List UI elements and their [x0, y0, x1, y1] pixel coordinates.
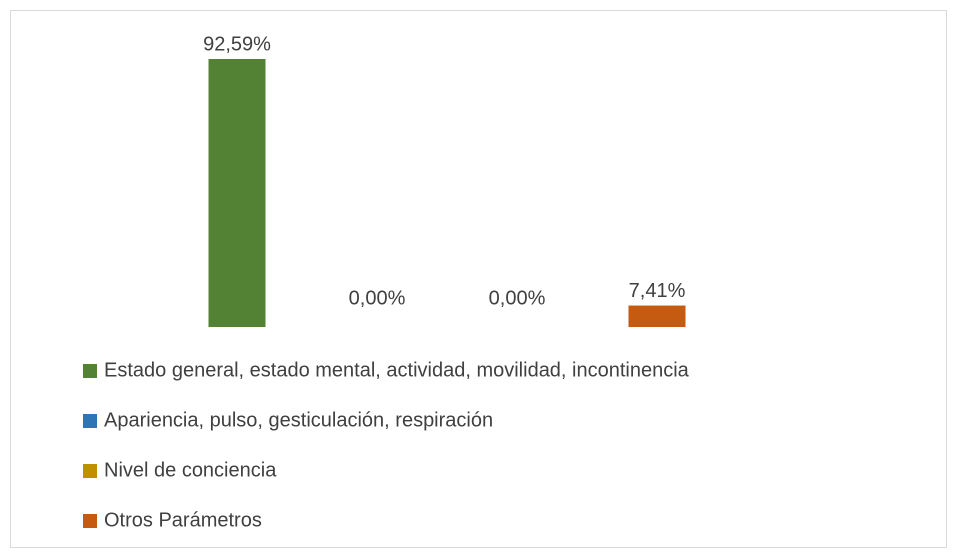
- legend-label: Estado general, estado mental, actividad…: [104, 359, 690, 381]
- legend-swatch: [83, 514, 97, 528]
- data-label: 0,00%: [489, 287, 546, 309]
- bar: [628, 305, 686, 327]
- legend-label: Otros Parámetros: [104, 509, 262, 531]
- legend-swatch: [83, 464, 97, 478]
- legend-label: Apariencia, pulso, gesticulación, respir…: [104, 409, 493, 431]
- legend-swatch: [83, 414, 97, 428]
- bar: [208, 59, 266, 327]
- data-label: 7,41%: [629, 280, 686, 302]
- data-label: 92,59%: [203, 33, 271, 55]
- legend-label: Nivel de conciencia: [104, 459, 277, 481]
- legend-swatch: [83, 364, 97, 378]
- data-label: 0,00%: [349, 287, 406, 309]
- chart-frame: [10, 10, 947, 548]
